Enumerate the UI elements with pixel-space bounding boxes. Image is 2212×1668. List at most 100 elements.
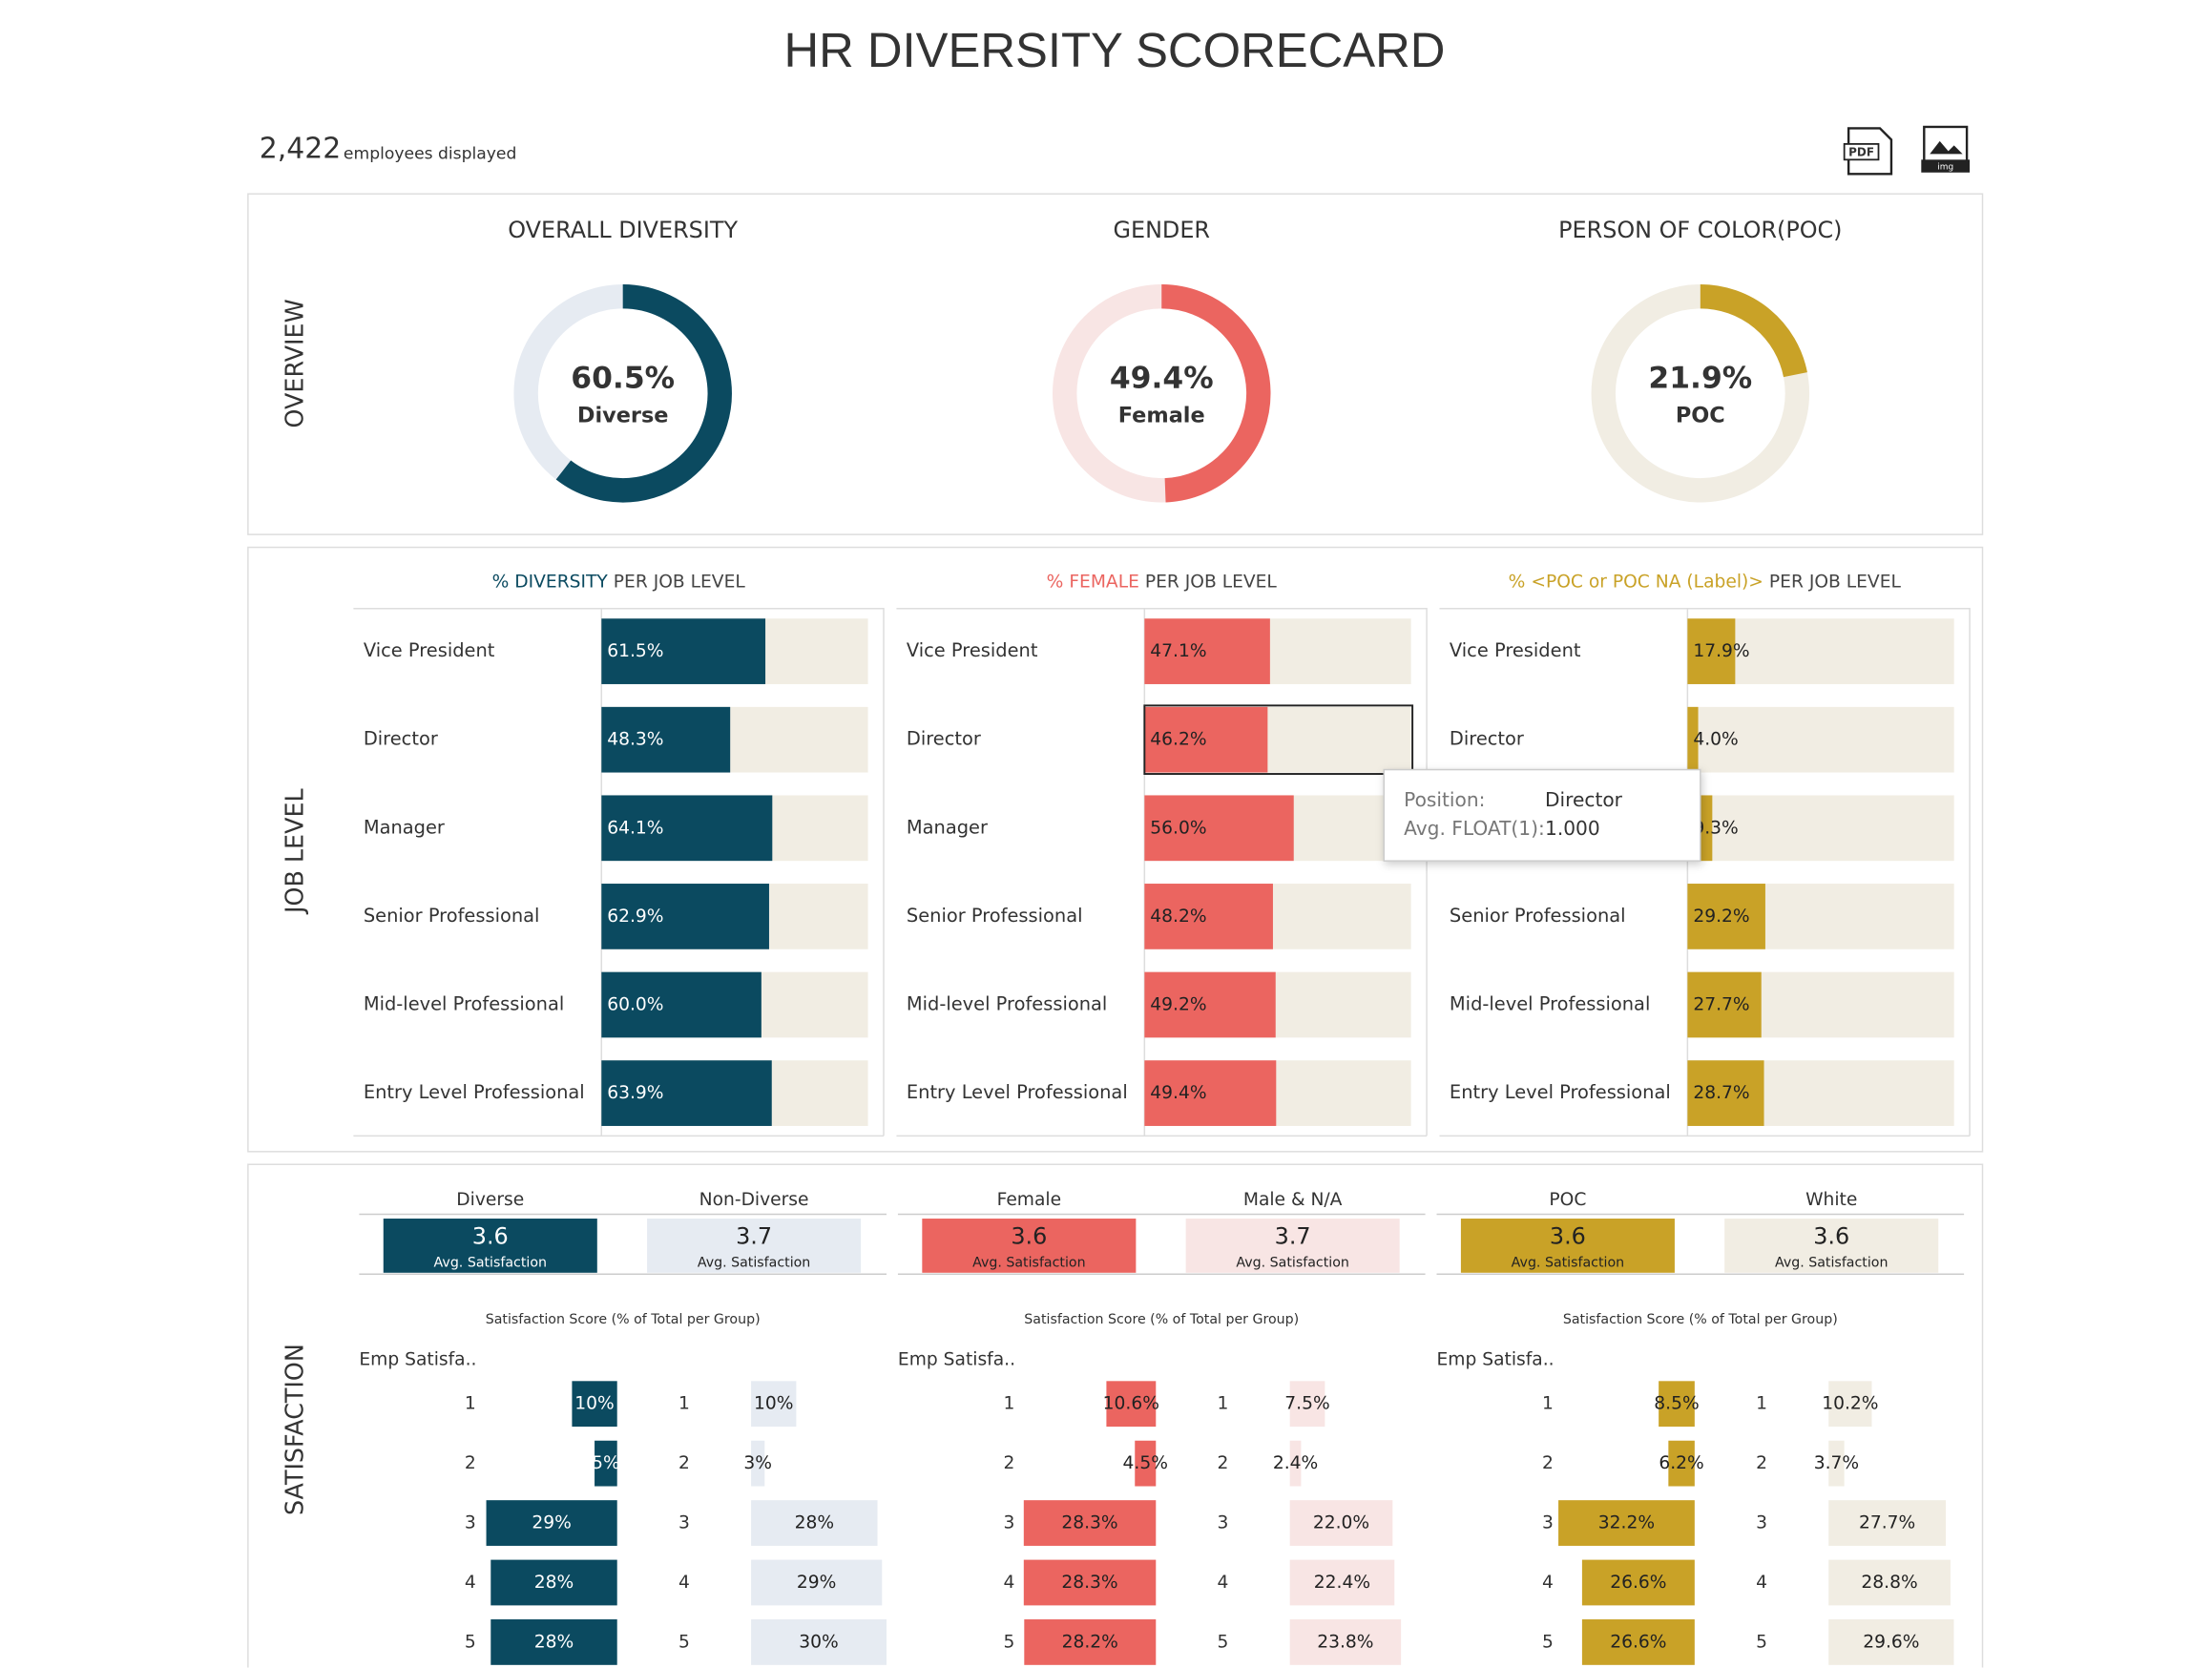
category-label: 4	[1756, 1573, 1767, 1593]
category-label: 2	[1218, 1453, 1229, 1473]
chart-frame	[1439, 608, 1971, 1137]
bar	[1144, 618, 1270, 684]
bar	[1687, 884, 1765, 949]
category-label: 2	[1756, 1453, 1767, 1473]
category-label: 1	[1756, 1394, 1767, 1414]
chart-subtitle: Satisfaction Score (% of Total per Group…	[486, 1312, 761, 1327]
bar	[1687, 618, 1736, 684]
dashboard-title: HR DIVERSITY SCORECARD	[783, 23, 1445, 77]
category-label: Senior Professional	[364, 905, 540, 927]
bar-value-label: 10.6%	[1103, 1394, 1159, 1414]
chart-frame	[353, 608, 885, 1137]
category-label: 5	[1218, 1632, 1229, 1652]
bar	[1289, 1500, 1393, 1546]
bar-value-label: 17.9%	[1693, 641, 1749, 661]
bar	[1581, 1559, 1695, 1606]
overview-panel	[247, 193, 1984, 535]
bar-value-label: 3.7%	[1814, 1453, 1859, 1473]
bar	[751, 1619, 887, 1665]
bar-value-label: 10%	[574, 1394, 614, 1414]
donut-arc	[1161, 284, 1271, 503]
category-label: Director	[1450, 728, 1524, 750]
bar-value-label: 30%	[799, 1632, 838, 1652]
bar	[601, 795, 773, 862]
kpi-label: Avg. Satisfaction	[1236, 1255, 1348, 1270]
axis-title: Emp Satisfa..	[1437, 1349, 1555, 1369]
category-label: 2	[678, 1453, 690, 1473]
axis-title: Emp Satisfa..	[359, 1349, 476, 1369]
bar-value-label: 28%	[534, 1573, 574, 1593]
category-label: 4	[465, 1573, 476, 1593]
bar-value-label: 22.0%	[1313, 1513, 1369, 1533]
kpi-tile	[1185, 1219, 1400, 1273]
bar-value-label: 28.2%	[1062, 1632, 1118, 1652]
category-label: 2	[465, 1453, 476, 1473]
donut-value: 60.5%	[571, 361, 675, 395]
bar-value-label: 2.4%	[1273, 1453, 1318, 1473]
bar-value-label: 29%	[797, 1573, 836, 1593]
bar	[601, 706, 731, 773]
bar-value-label: 28.7%	[1693, 1083, 1749, 1103]
category-label: Mid-level Professional	[907, 993, 1107, 1015]
bar	[751, 1440, 765, 1487]
bar-value-label: 28.3%	[1061, 1573, 1117, 1593]
bar	[1135, 1440, 1157, 1487]
tooltip-value: 1.000	[1545, 817, 1600, 840]
category-label: 1	[678, 1394, 690, 1414]
job-level-panel	[247, 546, 1984, 1153]
kpi-tile	[1460, 1219, 1675, 1273]
bar	[1024, 1619, 1157, 1665]
kpi-value: 3.6	[1550, 1222, 1586, 1249]
image-icon-text: img	[1937, 162, 1953, 172]
category-label: 3	[1756, 1513, 1767, 1533]
category-label: 2	[1542, 1453, 1554, 1473]
bar	[1828, 1440, 1845, 1487]
bar	[1581, 1619, 1695, 1665]
donut-title: GENDER	[1113, 217, 1210, 243]
category-label: 3	[678, 1513, 690, 1533]
bar-value-label: 61.5%	[607, 641, 663, 661]
bar-value-label: 28%	[795, 1513, 834, 1533]
group-name: Diverse	[456, 1190, 524, 1210]
bar-value-label: 28.8%	[1861, 1573, 1917, 1593]
bar-value-label: 29.2%	[1693, 907, 1749, 927]
category-label: 5	[1756, 1632, 1767, 1652]
donut-value: 21.9%	[1648, 361, 1752, 395]
tooltip-box	[1383, 768, 1701, 862]
image-icon[interactable]: img	[1921, 125, 1971, 173]
chart-subtitle: Satisfaction Score (% of Total per Group…	[1563, 1312, 1838, 1327]
bar	[1687, 1060, 1764, 1126]
bar-value-label: 29.6%	[1863, 1632, 1919, 1652]
bar-value-label: 5%	[592, 1453, 620, 1473]
bar-value-label: 22.4%	[1314, 1573, 1370, 1593]
bar-track	[1687, 795, 1954, 862]
chart-title-highlight: % <POC or POC NA (Label)>	[1509, 572, 1763, 592]
axis-title: Emp Satisfa..	[898, 1349, 1015, 1369]
bar-value-label: 32.2%	[1598, 1513, 1655, 1533]
chart-title: % DIVERSITY PER JOB LEVEL	[492, 572, 746, 592]
category-label: Senior Professional	[1450, 905, 1626, 927]
bar	[1144, 971, 1276, 1038]
category-label: Mid-level Professional	[1450, 993, 1650, 1015]
category-label: 5	[678, 1632, 690, 1652]
pdf-icon[interactable]: PDF	[1843, 127, 1893, 176]
category-label: Entry Level Professional	[364, 1081, 585, 1103]
bar	[1687, 706, 1699, 773]
bar-value-label: 49.4%	[1150, 1083, 1206, 1103]
category-label: Mid-level Professional	[364, 993, 564, 1015]
donut-arc	[1700, 284, 1807, 378]
kpi-tile	[922, 1219, 1137, 1273]
category-label: Manager	[364, 816, 445, 838]
section-label: SATISFACTION	[281, 1344, 309, 1515]
bar	[1558, 1500, 1695, 1546]
image-icon-mountain	[1930, 140, 1963, 155]
donut-value: 49.4%	[1110, 361, 1214, 395]
bar-value-label: 64.1%	[607, 818, 663, 838]
bar	[751, 1559, 883, 1606]
hover-highlight	[1143, 704, 1414, 776]
bar	[1289, 1559, 1395, 1606]
bar-value-label: 26.6%	[1610, 1573, 1666, 1593]
bar	[490, 1559, 617, 1606]
pdf-icon-text: PDF	[1848, 145, 1874, 158]
chart-frame	[896, 608, 1428, 1137]
